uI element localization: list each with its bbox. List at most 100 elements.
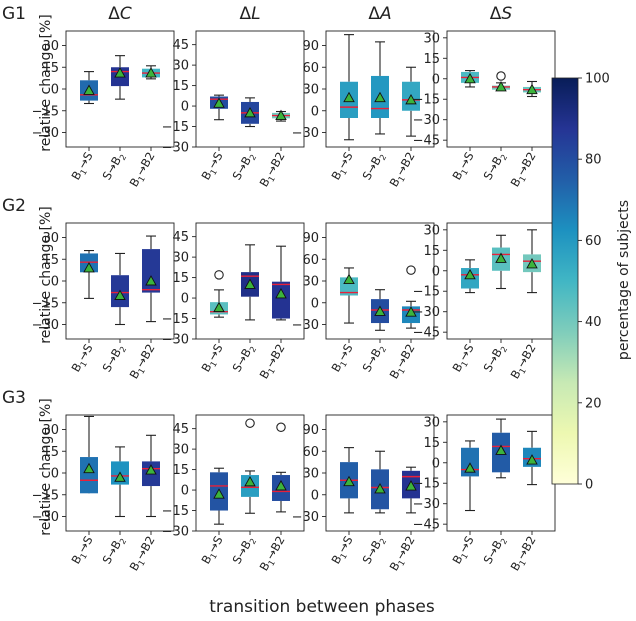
box-3 xyxy=(142,235,160,323)
mean-marker xyxy=(526,83,538,95)
y-tick-label: −30 xyxy=(162,333,189,348)
mean-marker xyxy=(83,462,95,474)
box-2 xyxy=(241,418,259,514)
y-tick-label: −15 xyxy=(162,120,189,135)
column-title: ΔC xyxy=(108,4,132,24)
mean-marker xyxy=(145,67,157,78)
colorbar-ticks: 0 20 40 60 80 100 xyxy=(578,72,610,493)
x-tick-label: B1→S xyxy=(69,342,98,376)
y-tick-label: 30 xyxy=(172,59,189,74)
y-tick-label: 15 xyxy=(172,463,189,478)
x-tick-label: S→B2 xyxy=(481,342,510,376)
box-3 xyxy=(402,265,420,329)
box-1 xyxy=(80,250,98,299)
y-tick-label: −15 xyxy=(32,104,59,119)
box-3 xyxy=(142,434,160,518)
x-tick-label: S→B2 xyxy=(481,150,510,184)
y-tick-label: 90 xyxy=(302,39,319,54)
box-2 xyxy=(111,252,129,326)
y-tick-label: −15 xyxy=(32,488,59,503)
y-tick-label: 0 xyxy=(181,484,189,499)
box-3 xyxy=(272,422,290,513)
y-tick-label: −45 xyxy=(413,518,440,533)
y-tick-label: −15 xyxy=(413,477,440,492)
box-2 xyxy=(371,450,389,514)
x-tick-label: B1→B2 xyxy=(508,534,541,575)
y-tick-label: 0 xyxy=(311,488,319,503)
mean-marker xyxy=(405,93,417,105)
x-tick-label: B1→B2 xyxy=(387,534,420,575)
y-tick-label: 15 xyxy=(423,52,440,67)
mean-marker xyxy=(405,306,417,317)
colorbar-tick-label: 20 xyxy=(585,396,602,411)
x-tick-label: B1→S xyxy=(450,150,479,184)
x-tick-label: B1→B2 xyxy=(508,150,541,191)
y-tick-label: 30 xyxy=(42,231,59,246)
y-tick-label: 15 xyxy=(42,253,59,268)
y-tick-label: 30 xyxy=(42,423,59,438)
mean-marker xyxy=(464,462,476,473)
x-tick-label: B1→B2 xyxy=(127,342,160,383)
mean-marker xyxy=(374,483,386,494)
row-label-G1: G1 xyxy=(2,4,26,24)
y-tick-label: 45 xyxy=(172,38,189,53)
colorbar-tick-label: 60 xyxy=(585,234,602,249)
y-tick-label: 30 xyxy=(423,223,440,238)
x-tick-label: S→B2 xyxy=(230,150,259,184)
mean-marker xyxy=(145,275,157,286)
mean-marker xyxy=(495,444,507,455)
column-title: ΔS xyxy=(490,4,513,24)
mean-marker xyxy=(405,480,417,491)
x-tick-label: B1→S xyxy=(450,342,479,376)
y-tick-label: 60 xyxy=(302,253,319,268)
box-2 xyxy=(492,234,510,290)
mean-marker xyxy=(495,81,507,92)
box-1 xyxy=(210,270,228,318)
box-3 xyxy=(523,80,541,98)
x-tick-label: B1→B2 xyxy=(257,534,290,575)
y-tick-label: 0 xyxy=(181,292,189,307)
y-tick-label: 0 xyxy=(51,467,59,482)
column-title: ΔA xyxy=(368,4,391,24)
y-tick-label: −45 xyxy=(413,326,440,341)
mean-marker xyxy=(343,91,355,103)
box-3 xyxy=(402,66,420,137)
y-tick-label: 0 xyxy=(51,275,59,290)
box-1 xyxy=(210,94,228,121)
y-tick-label: 15 xyxy=(172,271,189,286)
y-tick-label: −30 xyxy=(292,318,319,333)
mean-marker xyxy=(114,289,126,300)
y-axis-caption: relative change [%] xyxy=(38,14,54,151)
y-tick-label: 0 xyxy=(181,100,189,115)
x-tick-label: B1→S xyxy=(329,534,358,568)
mean-marker xyxy=(244,106,256,118)
y-tick-label: −30 xyxy=(292,126,319,141)
y-tick-label: 0 xyxy=(432,264,440,279)
x-tick-label: B1→B2 xyxy=(387,342,420,383)
x-tick-label: B1→B2 xyxy=(508,342,541,383)
mean-marker xyxy=(114,471,126,482)
x-tick-label: B1→S xyxy=(329,342,358,376)
mean-marker xyxy=(343,273,355,284)
mean-marker xyxy=(275,480,287,491)
mean-marker xyxy=(275,109,287,121)
axes-frame xyxy=(195,30,305,148)
mean-marker xyxy=(213,301,225,313)
y-tick-label: −30 xyxy=(413,305,440,320)
y-tick-label: 45 xyxy=(172,230,189,245)
box-3 xyxy=(523,430,541,486)
y-tick-label: 0 xyxy=(432,456,440,471)
mean-marker xyxy=(526,454,538,465)
box-2 xyxy=(492,418,510,479)
box-iqr xyxy=(142,249,160,293)
box-1 xyxy=(461,259,479,294)
mean-marker xyxy=(495,252,507,263)
